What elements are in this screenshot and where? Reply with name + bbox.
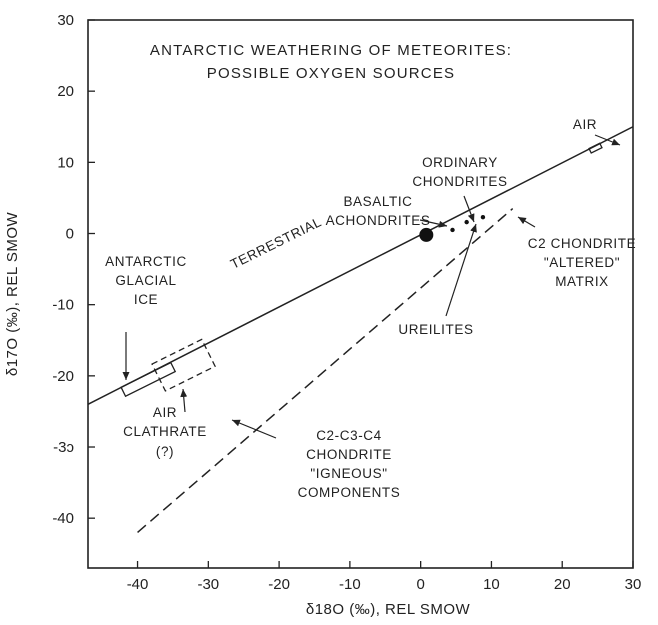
label-terrestrial: TERRESTRIAL <box>228 214 324 272</box>
x-tick-label: 30 <box>625 576 642 593</box>
label-c2-2: "ALTERED" <box>544 255 620 270</box>
data-point <box>480 214 486 220</box>
label-ice-3: ICE <box>134 292 158 307</box>
origin-point <box>419 227 434 242</box>
x-tick-label: 20 <box>554 576 571 593</box>
x-tick-label: -10 <box>339 576 361 593</box>
arrow-ureilites <box>445 223 477 317</box>
y-tick-label: -20 <box>52 368 74 385</box>
label-clathrate-2: CLATHRATE <box>123 424 207 439</box>
label-ureilites: UREILITES <box>398 322 473 337</box>
chart-subtitle: POSSIBLE OXYGEN SOURCES <box>207 65 456 82</box>
arrow-igneous <box>231 419 277 439</box>
x-tick-label: -20 <box>268 576 290 593</box>
label-ice-1: ANTARCTIC <box>105 254 187 269</box>
label-c2-3: MATRIX <box>555 274 609 289</box>
air-clathrate-box <box>151 338 216 392</box>
label-igneous-1: C2-C3-C4 <box>316 428 382 443</box>
x-axis-title: δ18O (‰), REL SMOW <box>306 601 471 618</box>
x-tick-label: -30 <box>197 576 219 593</box>
label-igneous-2: CHONDRITE <box>306 447 392 462</box>
plot-frame <box>87 19 634 569</box>
label-ice-2: GLACIAL <box>115 273 176 288</box>
y-tick-label: 30 <box>57 12 74 29</box>
y-tick-label: 10 <box>57 154 74 171</box>
y-axis-title: δ17O (‰), REL SMOW <box>4 212 21 377</box>
y-tick-label: 20 <box>57 83 74 100</box>
y-tick-label: 0 <box>66 226 74 243</box>
y-tick-label: -40 <box>52 510 74 527</box>
chart-title: ANTARCTIC WEATHERING OF METEORITES: <box>150 42 512 59</box>
y-tick-label: -3ↄ <box>53 439 74 456</box>
arrow-ordinary <box>463 195 475 223</box>
arrow-clathrate <box>180 388 188 413</box>
y-tick-label: -10 <box>52 297 74 314</box>
label-igneous-4: COMPONENTS <box>298 485 401 500</box>
x-tick-label: 0 <box>416 576 424 593</box>
label-c2-1: C2 CHONDRITE <box>528 236 636 251</box>
x-tick-label: 10 <box>483 576 500 593</box>
arrow-c2 <box>517 216 536 228</box>
air-box <box>588 142 603 154</box>
label-ordinary-1: ORDINARY <box>422 155 498 170</box>
glacial-ice-box <box>120 361 177 398</box>
label-igneous-3: "IGNEOUS" <box>310 466 387 481</box>
label-basaltic-1: BASALTIC <box>343 194 412 209</box>
label-clathrate-1: AIR <box>153 405 177 420</box>
arrow-basaltic <box>419 219 448 228</box>
label-ordinary-2: CHONDRITES <box>412 174 507 189</box>
x-tick-label: -40 <box>127 576 149 593</box>
igneous-dashed-line <box>137 208 514 533</box>
label-air: AIR <box>573 117 597 132</box>
data-point <box>450 227 455 233</box>
label-basaltic-2: ACHONDRITES <box>326 213 431 228</box>
label-clathrate-3: (?) <box>156 444 174 459</box>
terrestrial-line <box>87 126 634 405</box>
arrow-air <box>594 134 621 146</box>
data-point <box>464 219 469 225</box>
